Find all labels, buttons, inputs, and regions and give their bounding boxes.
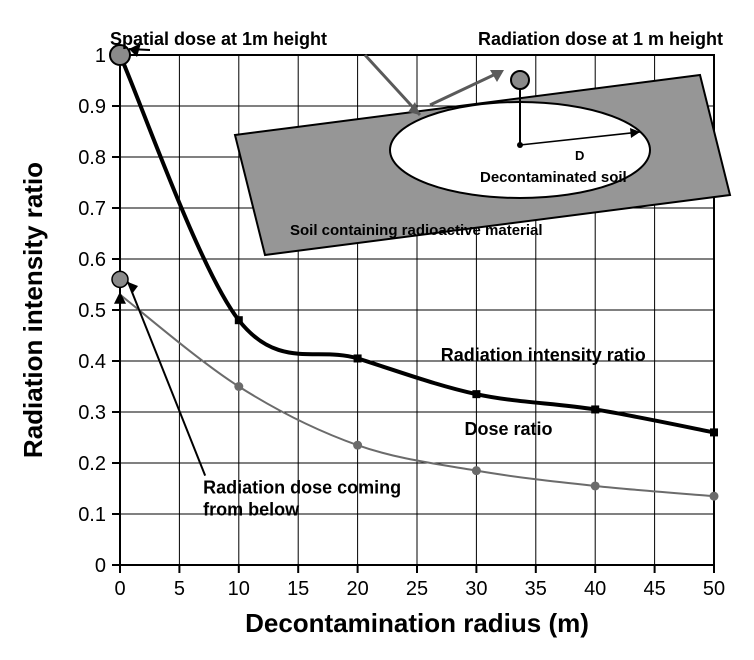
- soil-label: Soil containing radioactive material: [290, 222, 543, 239]
- radius-label: D: [575, 148, 584, 163]
- dose-marker: [710, 492, 719, 501]
- intensity-marker: [354, 354, 362, 362]
- spatial-dose-label: Spatial dose at 1m height: [110, 29, 327, 49]
- ytick-label: 0.5: [78, 300, 106, 322]
- dose-start-marker: [112, 271, 128, 287]
- dose-series-label: Dose ratio: [465, 419, 553, 439]
- x-axis-title: Decontamination radius (m): [245, 608, 589, 638]
- dose-marker: [591, 481, 600, 490]
- ytick-label: 0.9: [78, 96, 106, 118]
- ytick-label: 0.2: [78, 453, 106, 475]
- ytick-label: 0.3: [78, 402, 106, 424]
- intensity-marker: [710, 428, 718, 436]
- dose-marker: [353, 441, 362, 450]
- ytick-label: 0.4: [78, 351, 106, 373]
- xtick-label: 30: [465, 578, 487, 600]
- xtick-label: 5: [174, 578, 185, 600]
- intensity-marker: [591, 405, 599, 413]
- ytick-label: 1: [95, 45, 106, 67]
- xtick-label: 10: [228, 578, 250, 600]
- below-arrow-line: [128, 282, 205, 476]
- below-label-2: from below: [203, 500, 300, 520]
- ytick-label: 0.1: [78, 504, 106, 526]
- xtick-label: 40: [584, 578, 606, 600]
- ytick-label: 0.7: [78, 198, 106, 220]
- intensity-marker: [472, 390, 480, 398]
- intensity-series-label: Radiation intensity ratio: [441, 345, 646, 365]
- ytick-label: 0.6: [78, 249, 106, 271]
- rad-1m-label: Radiation dose at 1 m height: [478, 29, 723, 49]
- person-marker-icon: [511, 71, 529, 89]
- ytick-label: 0: [95, 555, 106, 577]
- below-label-1: Radiation dose coming: [203, 478, 401, 498]
- xtick-label: 20: [346, 578, 368, 600]
- inset-diagram: D Decontaminated soil Soil containing radi…: [235, 55, 730, 255]
- chart-container: 0 5 10 15 20 25 30 35 40 45 50 0 0.1 0.2 0.3 0.4 0.5 0.6 0…: [0, 0, 754, 660]
- chart-svg: 0 5 10 15 20 25 30 35 40 45 50 0 0.1 0.2 0.3 0.4 0.5 0.6 0…: [0, 0, 754, 660]
- ytick-label: 0.8: [78, 147, 106, 169]
- xtick-label: 50: [703, 578, 725, 600]
- xtick-label: 25: [406, 578, 428, 600]
- xtick-label: 15: [287, 578, 309, 600]
- intensity-marker: [235, 316, 243, 324]
- xtick-label: 0: [114, 578, 125, 600]
- dose-marker: [472, 466, 481, 475]
- dose-marker: [234, 382, 243, 391]
- xtick-label: 45: [643, 578, 665, 600]
- y-axis-title: Radiation intensity ratio: [18, 162, 48, 458]
- decon-label: Decontaminated soil: [480, 169, 627, 186]
- xtick-label: 35: [525, 578, 547, 600]
